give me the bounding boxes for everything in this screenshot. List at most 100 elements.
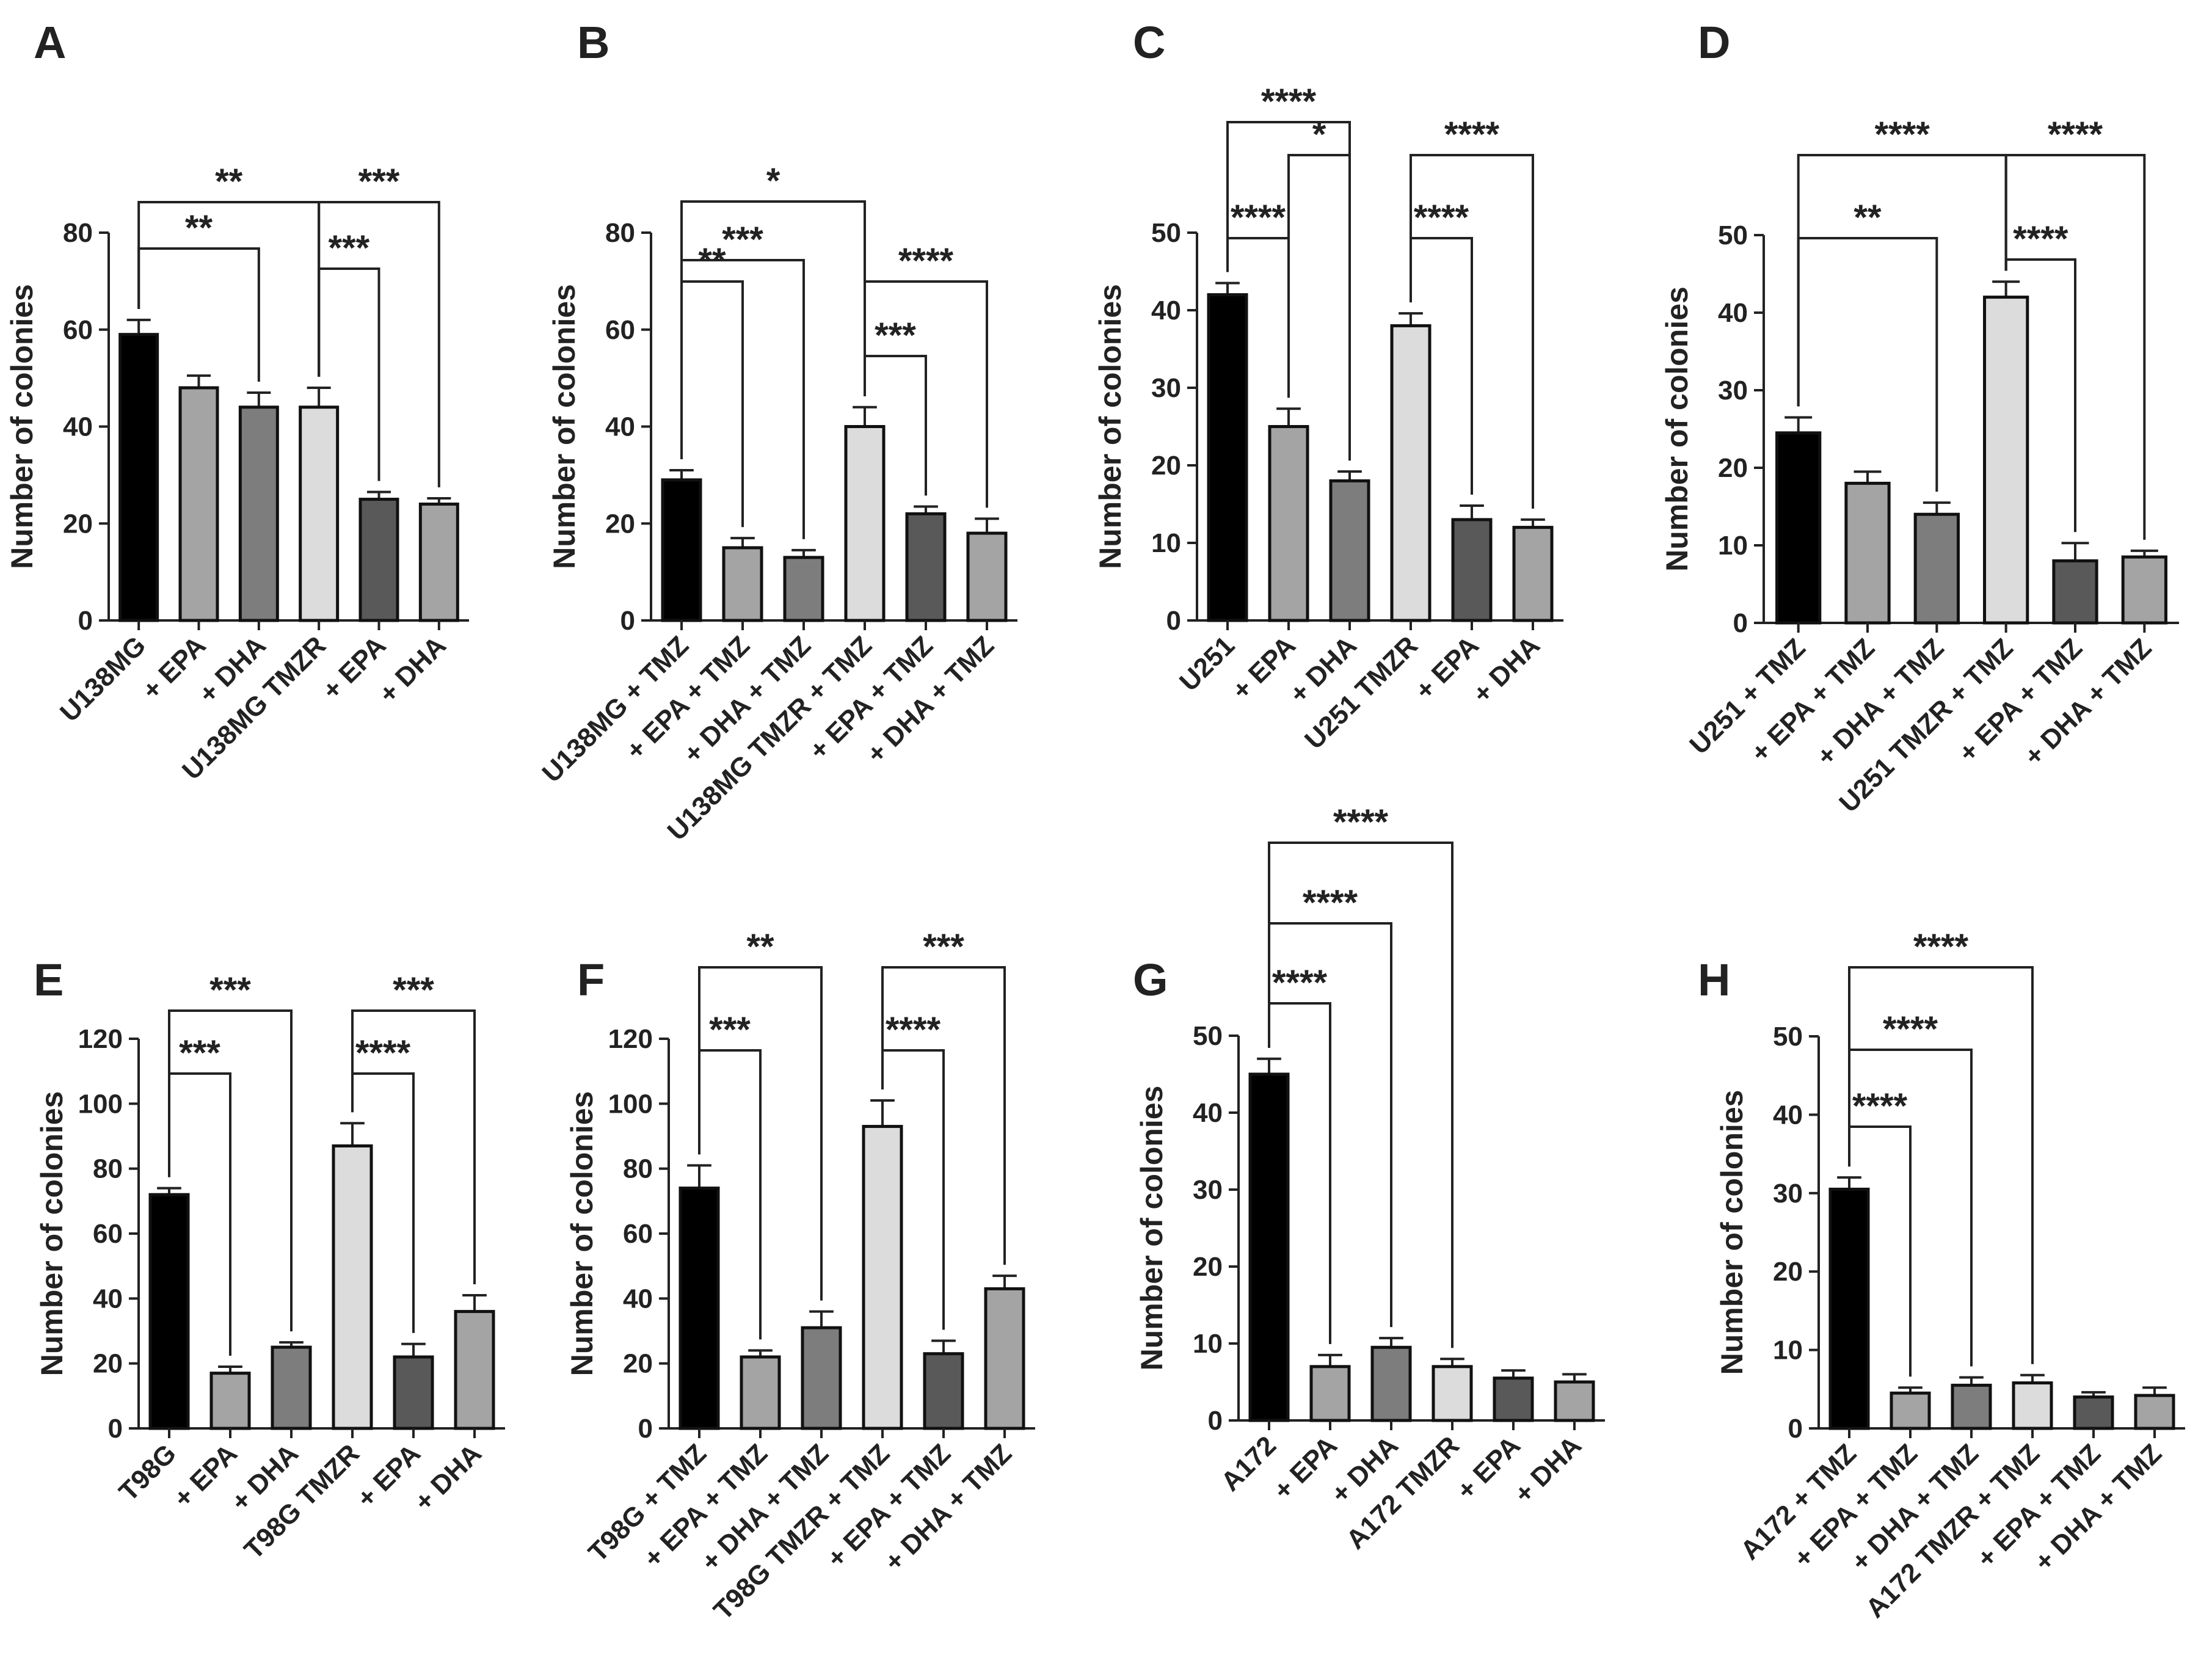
y-axis-label: Number of colonies [5, 284, 39, 569]
significance-label: *** [875, 316, 916, 355]
y-tick-label: 0 [1788, 1414, 1803, 1444]
significance-bracket [1848, 966, 2034, 1364]
y-tick-label: 50 [1151, 218, 1181, 248]
significance-bracket [1410, 154, 1534, 509]
y-axis-label: Number of colonies [1660, 286, 1694, 572]
bar [1268, 425, 1309, 622]
significance-label: **** [1875, 115, 1930, 155]
significance-label: **** [1303, 883, 1358, 923]
y-tick-label: 40 [1151, 296, 1181, 325]
y-tick-label: 60 [623, 1219, 653, 1249]
bar [1248, 1072, 1290, 1422]
bar [332, 1144, 373, 1430]
y-tick-label: 40 [93, 1284, 123, 1314]
y-tick-label: 20 [623, 1349, 653, 1379]
significance-bracket [864, 280, 988, 508]
y-tick-label: 60 [605, 315, 635, 345]
x-tick-label: U138MG [54, 630, 151, 727]
bar [679, 1187, 720, 1430]
significance-label: **** [1913, 927, 1969, 967]
y-tick-label: 20 [605, 509, 635, 539]
y-tick-label: 80 [605, 218, 635, 248]
significance-bracket [881, 966, 1006, 1265]
y-tick-label: 20 [1773, 1257, 1803, 1287]
y-tick-label: 20 [1193, 1252, 1223, 1282]
significance-label: ** [215, 162, 243, 202]
significance-bracket [1226, 121, 1351, 461]
y-tick-label: 40 [1193, 1098, 1223, 1128]
bar [1828, 1187, 1870, 1430]
y-tick-label: 60 [93, 1219, 123, 1249]
bar [178, 386, 219, 622]
significance-label: **** [1883, 1009, 1938, 1049]
y-axis-label: Number of colonies [565, 1091, 599, 1376]
bar [801, 1326, 842, 1430]
panel-label: F [577, 954, 605, 1005]
bar [271, 1345, 312, 1430]
panel-label: G [1133, 954, 1168, 1005]
significance-bracket [680, 200, 866, 459]
bar [1844, 481, 1891, 625]
y-tick-label: 10 [1151, 528, 1181, 558]
y-tick-label: 100 [78, 1089, 123, 1119]
significance-bracket [698, 966, 823, 1301]
y-tick-label: 30 [1151, 373, 1181, 403]
panel-label: D [1698, 17, 1730, 68]
bar [1451, 518, 1493, 622]
significance-label: **** [2048, 115, 2103, 155]
significance-label: ** [185, 208, 213, 248]
y-tick-label: 10 [1193, 1329, 1223, 1359]
panel-label: H [1698, 954, 1730, 1005]
x-tick-label: + DHA [1467, 630, 1546, 709]
bar [2073, 1395, 2114, 1430]
significance-label: **** [886, 1010, 941, 1050]
bar [148, 1193, 190, 1430]
significance-label: **** [1852, 1086, 1908, 1126]
y-tick-label: 0 [1166, 606, 1181, 636]
y-axis-label: Number of colonies [35, 1091, 69, 1376]
bar [118, 333, 159, 622]
y-axis-label: Number of colonies [547, 284, 581, 569]
panel-label: B [577, 17, 609, 68]
bar [2052, 559, 2098, 625]
y-axis-label: Number of colonies [1135, 1086, 1169, 1371]
y-tick-label: 10 [1773, 1336, 1803, 1365]
panel-label: E [34, 954, 64, 1005]
y-tick-label: 20 [1718, 453, 1748, 483]
bar [722, 546, 763, 622]
y-tick-label: 30 [1193, 1175, 1223, 1205]
y-tick-label: 60 [63, 315, 93, 345]
y-tick-label: 50 [1193, 1021, 1223, 1051]
y-tick-label: 120 [78, 1024, 123, 1054]
y-tick-label: 120 [608, 1024, 653, 1054]
bar [966, 531, 1008, 622]
y-tick-label: 20 [93, 1349, 123, 1379]
significance-label: * [766, 161, 780, 201]
bar [905, 512, 947, 622]
y-tick-label: 20 [1151, 451, 1181, 481]
y-tick-label: 0 [638, 1414, 653, 1444]
bar [1512, 526, 1554, 622]
bar [209, 1372, 251, 1430]
bar [1913, 512, 1960, 625]
y-tick-label: 100 [608, 1089, 653, 1119]
y-tick-label: 0 [78, 606, 93, 636]
significance-label: *** [709, 1010, 751, 1050]
significance-label: **** [2013, 219, 2068, 259]
significance-label: ** [1854, 198, 1882, 238]
bar [1329, 479, 1370, 622]
bar [1390, 324, 1432, 622]
bar [1432, 1365, 1473, 1422]
bar [393, 1355, 434, 1430]
significance-bracket [1797, 154, 2007, 407]
significance-label: **** [1333, 802, 1389, 842]
bar [1207, 293, 1248, 622]
bar [923, 1352, 964, 1430]
significance-label: ** [746, 927, 774, 967]
